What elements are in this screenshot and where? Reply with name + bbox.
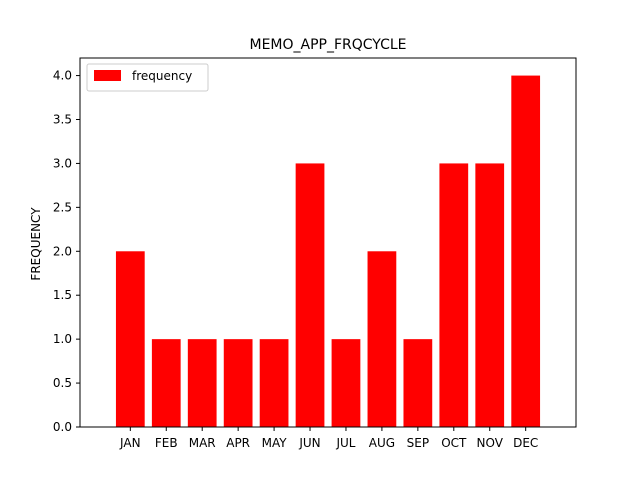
bar-sep — [403, 339, 433, 427]
y-tick-label: 1.0 — [53, 332, 72, 346]
bar-jan — [115, 251, 145, 427]
bar-nov — [475, 163, 505, 427]
bar-may — [259, 339, 289, 427]
y-tick-label: 3.0 — [53, 156, 72, 170]
legend: frequency — [86, 63, 209, 92]
legend-swatch — [94, 70, 121, 81]
bar-jun — [295, 163, 325, 427]
y-tick-label: 3.5 — [53, 113, 72, 127]
y-tick-label: 0.0 — [53, 420, 72, 434]
x-tick-label: NOV — [477, 436, 504, 450]
x-tick-label: APR — [226, 436, 250, 450]
x-tick-label: OCT — [441, 436, 467, 450]
y-tick-label: 1.5 — [53, 288, 72, 302]
x-tick-label: JUN — [298, 436, 320, 450]
bar-dec — [511, 75, 541, 428]
x-tick-label: DEC — [513, 436, 538, 450]
x-tick-label: AUG — [369, 436, 395, 450]
x-tick-label: MAR — [189, 436, 216, 450]
y-tick-label: 2.0 — [53, 244, 72, 258]
bar-apr — [223, 339, 253, 427]
chart-title: MEMO_APP_FRQCYCLE — [249, 37, 406, 53]
x-tick-label: JUL — [335, 436, 355, 450]
x-tick-label: FEB — [155, 436, 178, 450]
bar-feb — [151, 339, 181, 427]
bar-oct — [439, 163, 469, 427]
y-tick-label: 2.5 — [53, 200, 72, 214]
x-tick-label: JAN — [119, 436, 141, 450]
legend-label: frequency — [132, 69, 192, 83]
y-tick-label: 4.0 — [53, 69, 72, 83]
y-axis-title: FREQUENCY — [29, 207, 43, 281]
y-tick-label: 0.5 — [53, 376, 72, 390]
axes-frame — [79, 57, 577, 428]
bar-jul — [331, 339, 361, 427]
bar-aug — [367, 251, 397, 427]
plot-area: JAN FEB MAR APR MAY JUN JUL AUG SEP OCT NOV DEC 0.0 0… — [53, 57, 577, 450]
bar-mar — [187, 339, 217, 427]
x-tick-label: MAY — [262, 436, 288, 450]
x-tick-label: SEP — [407, 436, 429, 450]
